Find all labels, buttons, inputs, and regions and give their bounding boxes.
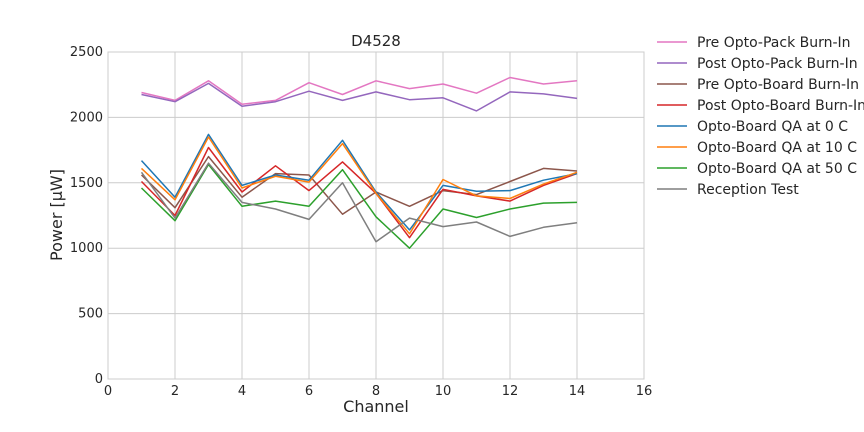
legend-item: Opto-Board QA at 50 C <box>657 161 857 177</box>
x-tick-label: 12 <box>502 384 519 399</box>
y-tick-label: 2500 <box>70 45 103 60</box>
legend-label: Post Opto-Board Burn-In <box>697 98 864 114</box>
legend-label: Pre Opto-Board Burn-In <box>697 77 859 93</box>
y-tick-label: 1000 <box>70 241 103 256</box>
legend-label: Pre Opto-Pack Burn-In <box>697 35 851 51</box>
y-tick-label: 0 <box>95 372 103 387</box>
series-line-5 <box>140 136 578 235</box>
legend: Pre Opto-Pack Burn-In Post Opto-Pack Burn… <box>657 35 864 198</box>
series-line-7 <box>140 162 578 243</box>
grid <box>107 51 645 380</box>
legend-item: Post Opto-Pack Burn-In <box>657 56 858 72</box>
legend-label: Post Opto-Pack Burn-In <box>697 56 858 72</box>
x-tick-label: 0 <box>104 384 112 399</box>
series-line-3 <box>140 146 578 239</box>
y-axis-label: Power [μW] <box>47 169 66 261</box>
tick-labels: 0 2 4 6 8 10 12 14 16 0 500 1000 1500 2000 2500 <box>70 45 652 399</box>
x-tick-label: 6 <box>305 384 313 399</box>
legend-item: Pre Opto-Board Burn-In <box>657 77 859 93</box>
legend-item: Opto-Board QA at 0 C <box>657 119 848 135</box>
x-tick-label: 10 <box>435 384 452 399</box>
x-tick-label: 16 <box>636 384 653 399</box>
x-tick-label: 8 <box>372 384 380 399</box>
y-tick-label: 1500 <box>70 176 103 191</box>
legend-item: Opto-Board QA at 10 C <box>657 140 857 156</box>
legend-item: Reception Test <box>657 182 799 198</box>
legend-label: Opto-Board QA at 0 C <box>697 119 848 135</box>
x-tick-label: 2 <box>171 384 179 399</box>
series-line-1 <box>141 82 578 112</box>
x-tick-label: 14 <box>569 384 586 399</box>
series-line-2 <box>140 155 578 215</box>
y-tick-label: 2000 <box>70 110 103 125</box>
series-line-0 <box>141 76 578 106</box>
y-tick-label: 500 <box>78 307 103 322</box>
series-lines <box>140 76 578 249</box>
legend-item: Post Opto-Board Burn-In <box>657 98 864 114</box>
legend-label: Reception Test <box>697 182 799 198</box>
x-axis-label: Channel <box>343 397 409 416</box>
legend-label: Opto-Board QA at 10 C <box>697 140 857 156</box>
series-line-6 <box>140 163 578 249</box>
series-line-4 <box>140 133 578 231</box>
plot-frame <box>107 51 645 380</box>
chart-title: D4528 <box>351 32 401 50</box>
legend-item: Pre Opto-Pack Burn-In <box>657 35 851 51</box>
x-tick-label: 4 <box>238 384 246 399</box>
legend-label: Opto-Board QA at 50 C <box>697 161 857 177</box>
